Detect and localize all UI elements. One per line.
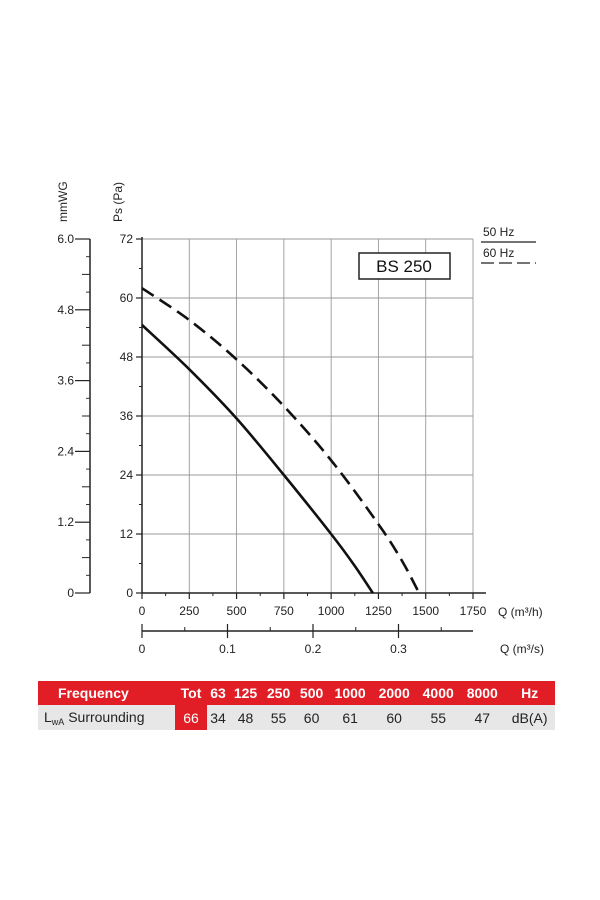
lwa-subscript: wA <box>51 716 65 727</box>
flow-m3s-tick-label: 0.2 <box>305 642 322 656</box>
flow-axis-m3s: 0 0.1 0.2 0.3 <box>139 624 473 656</box>
model-label: BS 250 <box>376 257 432 276</box>
value-cell: 61 <box>342 709 358 726</box>
curve-60hz <box>141 287 421 594</box>
x-axis-title-m3s: Q (m³/s) <box>500 642 544 656</box>
freq-header-cell: 125 <box>233 685 258 701</box>
freq-header-cell: 4000 <box>422 685 454 701</box>
flow-tick-label: 750 <box>274 604 294 618</box>
value-cell: 47 <box>474 709 491 726</box>
mmwg-tick-label: 2.4 <box>57 444 74 458</box>
frequency-header-row: Frequency Tot 63 125 250 500 1000 2000 4… <box>38 681 555 705</box>
value-cell: 60 <box>303 709 320 726</box>
pressure-axis: 0 12 24 36 48 60 72 <box>120 232 142 600</box>
lwa-symbol: L <box>44 708 52 725</box>
curves <box>141 287 421 594</box>
tot-value: 66 <box>175 705 207 730</box>
pressure-tick-label: 24 <box>120 468 134 482</box>
pressure-tick-label: 0 <box>126 586 133 600</box>
freq-header-cell: 1000 <box>334 685 366 701</box>
surrounding-text: Surrounding <box>64 708 145 725</box>
pressure-tick-label: 48 <box>120 350 134 364</box>
value-cell: 34 <box>210 709 226 726</box>
model-label-box: BS 250 <box>358 252 451 280</box>
y-axis-title-mmwg: mmWG <box>56 181 70 222</box>
value-unit-cell: dB(A) <box>511 709 548 726</box>
surrounding-row: LwA Surrounding 66 34 48 55 60 61 60 55 … <box>38 705 555 730</box>
flow-tick-label: 250 <box>179 604 199 618</box>
pressure-tick-label: 72 <box>120 232 134 246</box>
flow-tick-label: 0 <box>139 604 146 618</box>
flow-tick-label: 1250 <box>365 604 392 618</box>
sound-power-table: Frequency Tot 63 125 250 500 1000 2000 4… <box>38 681 555 730</box>
pressure-tick-label: 36 <box>120 409 134 423</box>
value-cell: 60 <box>386 709 402 726</box>
mmwg-tick-label: 3.6 <box>57 374 74 388</box>
frequency-header-label: Frequency <box>58 685 129 701</box>
plot-grid <box>141 237 486 594</box>
mmwg-tick-label: 4.8 <box>57 303 74 317</box>
tot-header: Tot <box>175 681 207 705</box>
legend: 50 Hz 60 Hz <box>481 225 536 264</box>
legend-label-50hz: 50 Hz <box>483 225 514 239</box>
freq-header-cell: 63 <box>210 685 226 701</box>
curve-50hz <box>141 324 374 594</box>
freq-header-cell: 500 <box>299 685 324 701</box>
mmwg-tick-label: 6.0 <box>57 232 74 246</box>
freq-header-cell: 8000 <box>466 685 498 701</box>
value-cell: 55 <box>270 709 287 726</box>
surrounding-row-label: LwA Surrounding <box>38 705 175 730</box>
flow-tick-label: 1500 <box>412 604 439 618</box>
unit-header-cell: Hz <box>521 685 539 701</box>
freq-header-cell: 2000 <box>378 685 410 701</box>
flow-tick-label: 1000 <box>318 604 345 618</box>
value-cell: 48 <box>237 709 254 726</box>
y-axis-title-pa: Ps (Pa) <box>111 182 125 222</box>
freq-header-cell: 250 <box>266 685 291 701</box>
value-cell: 55 <box>430 709 447 726</box>
flow-tick-label: 500 <box>227 604 247 618</box>
x-axis-title-m3h: Q (m³/h) <box>498 605 543 619</box>
fan-curve-chart: 0 12 24 36 48 60 72 0 1.2 2.4 3.6 4.8 6.0 0 250 500 75… <box>56 181 544 656</box>
legend-label-60hz: 60 Hz <box>483 246 514 260</box>
pressure-tick-label: 60 <box>120 291 134 305</box>
mmwg-tick-label: 0 <box>67 586 74 600</box>
flow-m3s-tick-label: 0.3 <box>390 642 407 656</box>
mmwg-tick-label: 1.2 <box>57 515 74 529</box>
mmwg-axis: 0 1.2 2.4 3.6 4.8 6.0 <box>57 232 91 600</box>
flow-tick-label: 1750 <box>460 604 487 618</box>
pressure-tick-label: 12 <box>120 527 134 541</box>
flow-m3s-tick-label: 0.1 <box>219 642 236 656</box>
flow-axis-m3h: 0 250 500 750 1000 1250 1500 1750 <box>139 593 487 618</box>
flow-m3s-tick-label: 0 <box>139 642 146 656</box>
